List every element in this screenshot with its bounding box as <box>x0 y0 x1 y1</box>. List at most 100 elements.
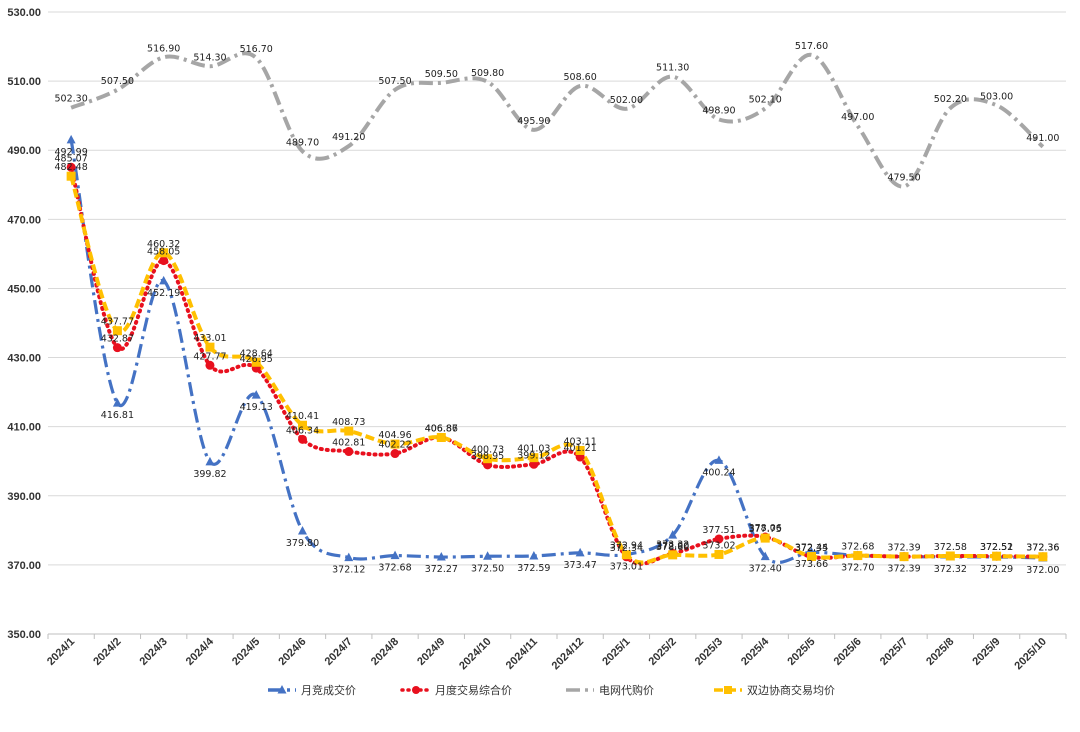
series-markers <box>66 134 1048 562</box>
legend-item-3[interactable]: 双边协商交易均价 <box>714 683 835 697</box>
data-labels: 492.99 416.81 452.19 399.82 419.13 379.80 372.… <box>55 41 1060 576</box>
x-tick-label: 2024/10 <box>457 636 494 673</box>
x-tick-label: 2025/10 <box>1012 636 1049 673</box>
x-tick-label: 2025/7 <box>878 636 910 668</box>
y-tick-label: 430.00 <box>7 353 41 365</box>
point-marker <box>436 552 446 561</box>
data-label: 508.60 <box>564 72 597 83</box>
data-label: 379.80 <box>286 538 319 549</box>
x-tick-label: 2024/2 <box>91 636 123 668</box>
series-lines <box>69 51 1045 566</box>
data-label: 427.77 <box>193 351 226 362</box>
data-label: 399.12 <box>517 450 550 461</box>
data-label: 372.68 <box>378 563 411 574</box>
legend-item-2[interactable]: 电网代购价 <box>566 683 654 697</box>
data-label: 398.95 <box>471 451 504 462</box>
data-label: 452.19 <box>147 288 180 299</box>
point-marker <box>760 551 770 561</box>
legend-label: 月度交易综合价 <box>435 683 512 697</box>
data-label: 372.51 <box>980 542 1013 553</box>
x-tick-label: 2025/4 <box>739 635 772 668</box>
data-label: 373.32 <box>656 539 689 550</box>
data-label: 509.50 <box>425 69 458 80</box>
data-label: 419.13 <box>240 402 273 413</box>
data-label: 373.02 <box>702 540 735 551</box>
point-marker <box>66 171 76 181</box>
data-label: 372.52 <box>980 542 1013 553</box>
data-label: 372.50 <box>471 563 504 574</box>
data-label: 406.86 <box>425 424 458 435</box>
data-label: 426.95 <box>240 354 273 365</box>
y-tick-label: 510.00 <box>7 76 41 88</box>
data-label: 372.90 <box>656 541 689 552</box>
x-tick-label: 2024/4 <box>184 635 217 668</box>
point-marker <box>945 551 955 561</box>
series-line-2 <box>70 51 1045 189</box>
point-marker <box>668 530 678 539</box>
data-label: 410.41 <box>286 411 319 422</box>
point-marker <box>298 526 307 535</box>
data-label: 378.06 <box>749 523 782 534</box>
data-label: 372.27 <box>425 564 458 575</box>
point-marker <box>390 449 400 459</box>
point-marker <box>714 534 724 544</box>
data-label: 433.01 <box>193 333 226 344</box>
point-marker <box>436 432 446 442</box>
series-line-0 <box>69 139 1043 564</box>
point-marker <box>344 552 354 562</box>
legend-item-0[interactable]: 月竞成交价 <box>268 683 356 697</box>
legend: 月竞成交价 月度交易综合价 电网代购价 双边协商交易均价 <box>268 683 835 697</box>
data-label: 373.47 <box>564 560 597 571</box>
point-marker <box>298 434 307 444</box>
legend-label: 月竞成交价 <box>301 683 356 697</box>
point-marker <box>112 343 122 353</box>
data-label: 492.99 <box>55 147 88 158</box>
point-marker <box>483 454 493 464</box>
data-label: 372.68 <box>841 542 874 553</box>
data-label: 509.80 <box>471 68 504 79</box>
point-marker <box>344 426 354 436</box>
data-label: 372.39 <box>887 543 920 554</box>
point-marker <box>159 248 169 258</box>
legend-item-1[interactable]: 月度交易综合价 <box>400 683 512 697</box>
data-label: 517.60 <box>795 41 828 52</box>
data-label: 406.34 <box>286 425 319 436</box>
data-label: 377.75 <box>749 524 782 535</box>
point-marker <box>390 550 400 560</box>
data-label: 491.20 <box>332 132 365 143</box>
data-label: 406.87 <box>425 423 458 434</box>
point-marker <box>853 551 863 561</box>
x-tick-label: 2025/8 <box>924 636 956 668</box>
legend-label: 电网代购价 <box>599 683 654 697</box>
data-label: 432.87 <box>101 334 134 345</box>
data-label: 372.36 <box>1026 543 1059 554</box>
point-marker <box>112 326 122 336</box>
point-marker <box>159 256 169 266</box>
point-marker <box>1038 552 1048 562</box>
x-tick-label: 2025/3 <box>693 636 725 668</box>
data-label: 460.32 <box>147 239 180 250</box>
x-tick-label: 2025/6 <box>832 636 864 668</box>
point-marker <box>992 551 1002 561</box>
data-label: 497.00 <box>841 112 874 123</box>
data-label: 516.70 <box>240 44 273 55</box>
y-tick-label: 470.00 <box>7 214 41 226</box>
legend-marker <box>412 686 420 694</box>
x-tick-label: 2025/9 <box>970 636 1002 668</box>
x-tick-label: 2025/1 <box>600 636 632 668</box>
data-label: 372.39 <box>887 564 920 575</box>
data-label: 372.35 <box>795 543 828 554</box>
y-tick-label: 530.00 <box>7 7 41 19</box>
data-label: 516.90 <box>147 43 180 54</box>
point-marker <box>483 551 493 560</box>
data-label: 372.36 <box>1026 543 1059 554</box>
point-marker <box>575 547 585 557</box>
data-label: 372.40 <box>749 564 782 575</box>
data-label: 399.82 <box>193 469 226 480</box>
y-tick-label: 410.00 <box>7 422 41 434</box>
data-label: 372.94 <box>610 541 643 552</box>
point-marker <box>205 456 215 466</box>
point-marker <box>205 342 215 352</box>
data-label: 404.96 <box>378 430 411 441</box>
